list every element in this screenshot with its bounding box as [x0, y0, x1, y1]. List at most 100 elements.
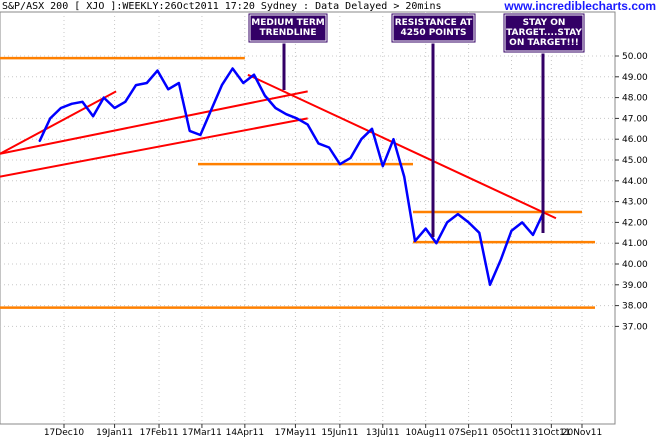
price-point — [231, 67, 234, 70]
y-tick-label: 44.00 — [622, 177, 648, 187]
price-point — [510, 229, 513, 232]
price-point — [403, 175, 406, 178]
annotation-box — [390, 12, 477, 44]
y-tick-label: 42.00 — [622, 218, 648, 228]
annotation-text: STAY ON — [523, 18, 566, 28]
y-tick-label: 43.00 — [622, 198, 648, 208]
price-point — [500, 259, 502, 261]
y-tick-label: 46.00 — [622, 135, 648, 145]
price-point — [392, 138, 395, 140]
price-point — [210, 109, 212, 111]
price-point — [360, 138, 363, 140]
price-point — [306, 123, 309, 126]
x-tick-label: 10Aug11 — [405, 428, 445, 438]
price-point — [70, 103, 73, 105]
price-point — [349, 157, 352, 159]
price-point — [489, 284, 491, 286]
plot-area — [0, 11, 616, 425]
price-point — [264, 94, 266, 97]
price-point — [92, 115, 94, 118]
y-tick-label: 45.00 — [622, 156, 648, 166]
price-point — [532, 234, 534, 236]
price-point — [38, 140, 41, 143]
price-point — [156, 69, 159, 72]
x-tick-label: 14Apr11 — [226, 428, 264, 438]
price-line — [38, 67, 545, 287]
price-point — [328, 146, 330, 149]
y-tick-label: 49.00 — [622, 73, 648, 83]
price-point — [221, 84, 223, 86]
x-tick-label: 17Feb11 — [140, 428, 179, 438]
horizontal-levels — [0, 56, 595, 309]
price-point — [457, 213, 459, 215]
x-tick-label: 31Oct11 — [532, 428, 570, 438]
trendline — [0, 90, 308, 155]
y-tick-label: 38.00 — [622, 302, 648, 312]
price-point — [60, 107, 62, 109]
y-tick-label: 41.00 — [622, 239, 648, 249]
annotation-box-inner — [504, 14, 584, 52]
annotation-text: TRENDLINE — [260, 28, 317, 38]
price-point — [296, 117, 298, 120]
price-point — [478, 232, 481, 234]
x-tick-label: 17Dec10 — [44, 428, 85, 438]
y-axis: 50.00 49.00 48.00 47.00 46.00 45.00 44.00 43.00… — [615, 52, 648, 332]
price-point — [274, 107, 277, 109]
price-point — [113, 107, 116, 109]
trendline — [0, 90, 117, 155]
x-tick-label: 20Nov11 — [562, 428, 602, 438]
price-point — [467, 221, 470, 224]
price-point — [167, 88, 169, 91]
annotation-text: 4250 POINTS — [401, 28, 467, 38]
annotation-text: MEDIUM TERM — [251, 18, 325, 28]
price-point — [103, 96, 105, 99]
trendlines — [0, 73, 557, 220]
price-point — [446, 221, 448, 224]
y-tick-label: 47.00 — [622, 114, 648, 124]
trendline — [0, 117, 308, 178]
x-tick-label: 07Sep11 — [449, 428, 489, 438]
x-tick-label: 05Oct11 — [492, 428, 530, 438]
annotation-text: ON TARGET!!! — [509, 38, 579, 48]
price-point — [371, 128, 373, 130]
annotation-box-inner — [392, 14, 475, 42]
x-tick-label: 19Jan11 — [96, 428, 133, 438]
price-point — [382, 165, 384, 167]
chart-title: S&P/ASX 200 [ XJO ]:WEEKLY:26Oct2011 17:… — [2, 1, 442, 12]
y-tick-label: 40.00 — [622, 260, 648, 270]
annotation-box-inner — [249, 14, 327, 42]
y-tick-label: 48.00 — [622, 94, 648, 104]
price-point — [49, 117, 51, 120]
price-point — [253, 73, 255, 76]
brand-link[interactable]: www.incrediblecharts.com — [503, 0, 656, 13]
price-point — [521, 221, 523, 224]
trendline — [247, 73, 557, 220]
y-tick-label: 39.00 — [622, 281, 648, 291]
price-point — [317, 142, 320, 145]
price-point — [199, 134, 202, 136]
price-point — [339, 163, 341, 165]
x-tick-label: 13Jul11 — [366, 428, 400, 438]
price-point — [285, 113, 288, 115]
price-point — [424, 227, 427, 230]
price-point — [146, 82, 148, 84]
price-point — [435, 242, 438, 244]
annotation-box — [247, 12, 329, 44]
price-point — [81, 101, 84, 103]
x-axis: 17Dec10 19Jan11 17Feb11 17Mar11 14Apr11 17May… — [44, 424, 602, 438]
annotation-box — [502, 12, 586, 54]
price-point — [188, 130, 191, 132]
price-point — [124, 101, 127, 103]
annotation-text: RESISTANCE AT — [395, 18, 473, 28]
price-series — [38, 67, 545, 287]
x-tick-label: 15Jun11 — [321, 428, 358, 438]
annotation-text: TARGET....STAY — [506, 28, 582, 38]
x-tick-label: 17May11 — [275, 428, 317, 438]
price-point — [414, 240, 416, 242]
y-tick-label: 37.00 — [622, 322, 648, 332]
price-point — [135, 84, 137, 86]
x-tick-label: 17Mar11 — [182, 428, 222, 438]
